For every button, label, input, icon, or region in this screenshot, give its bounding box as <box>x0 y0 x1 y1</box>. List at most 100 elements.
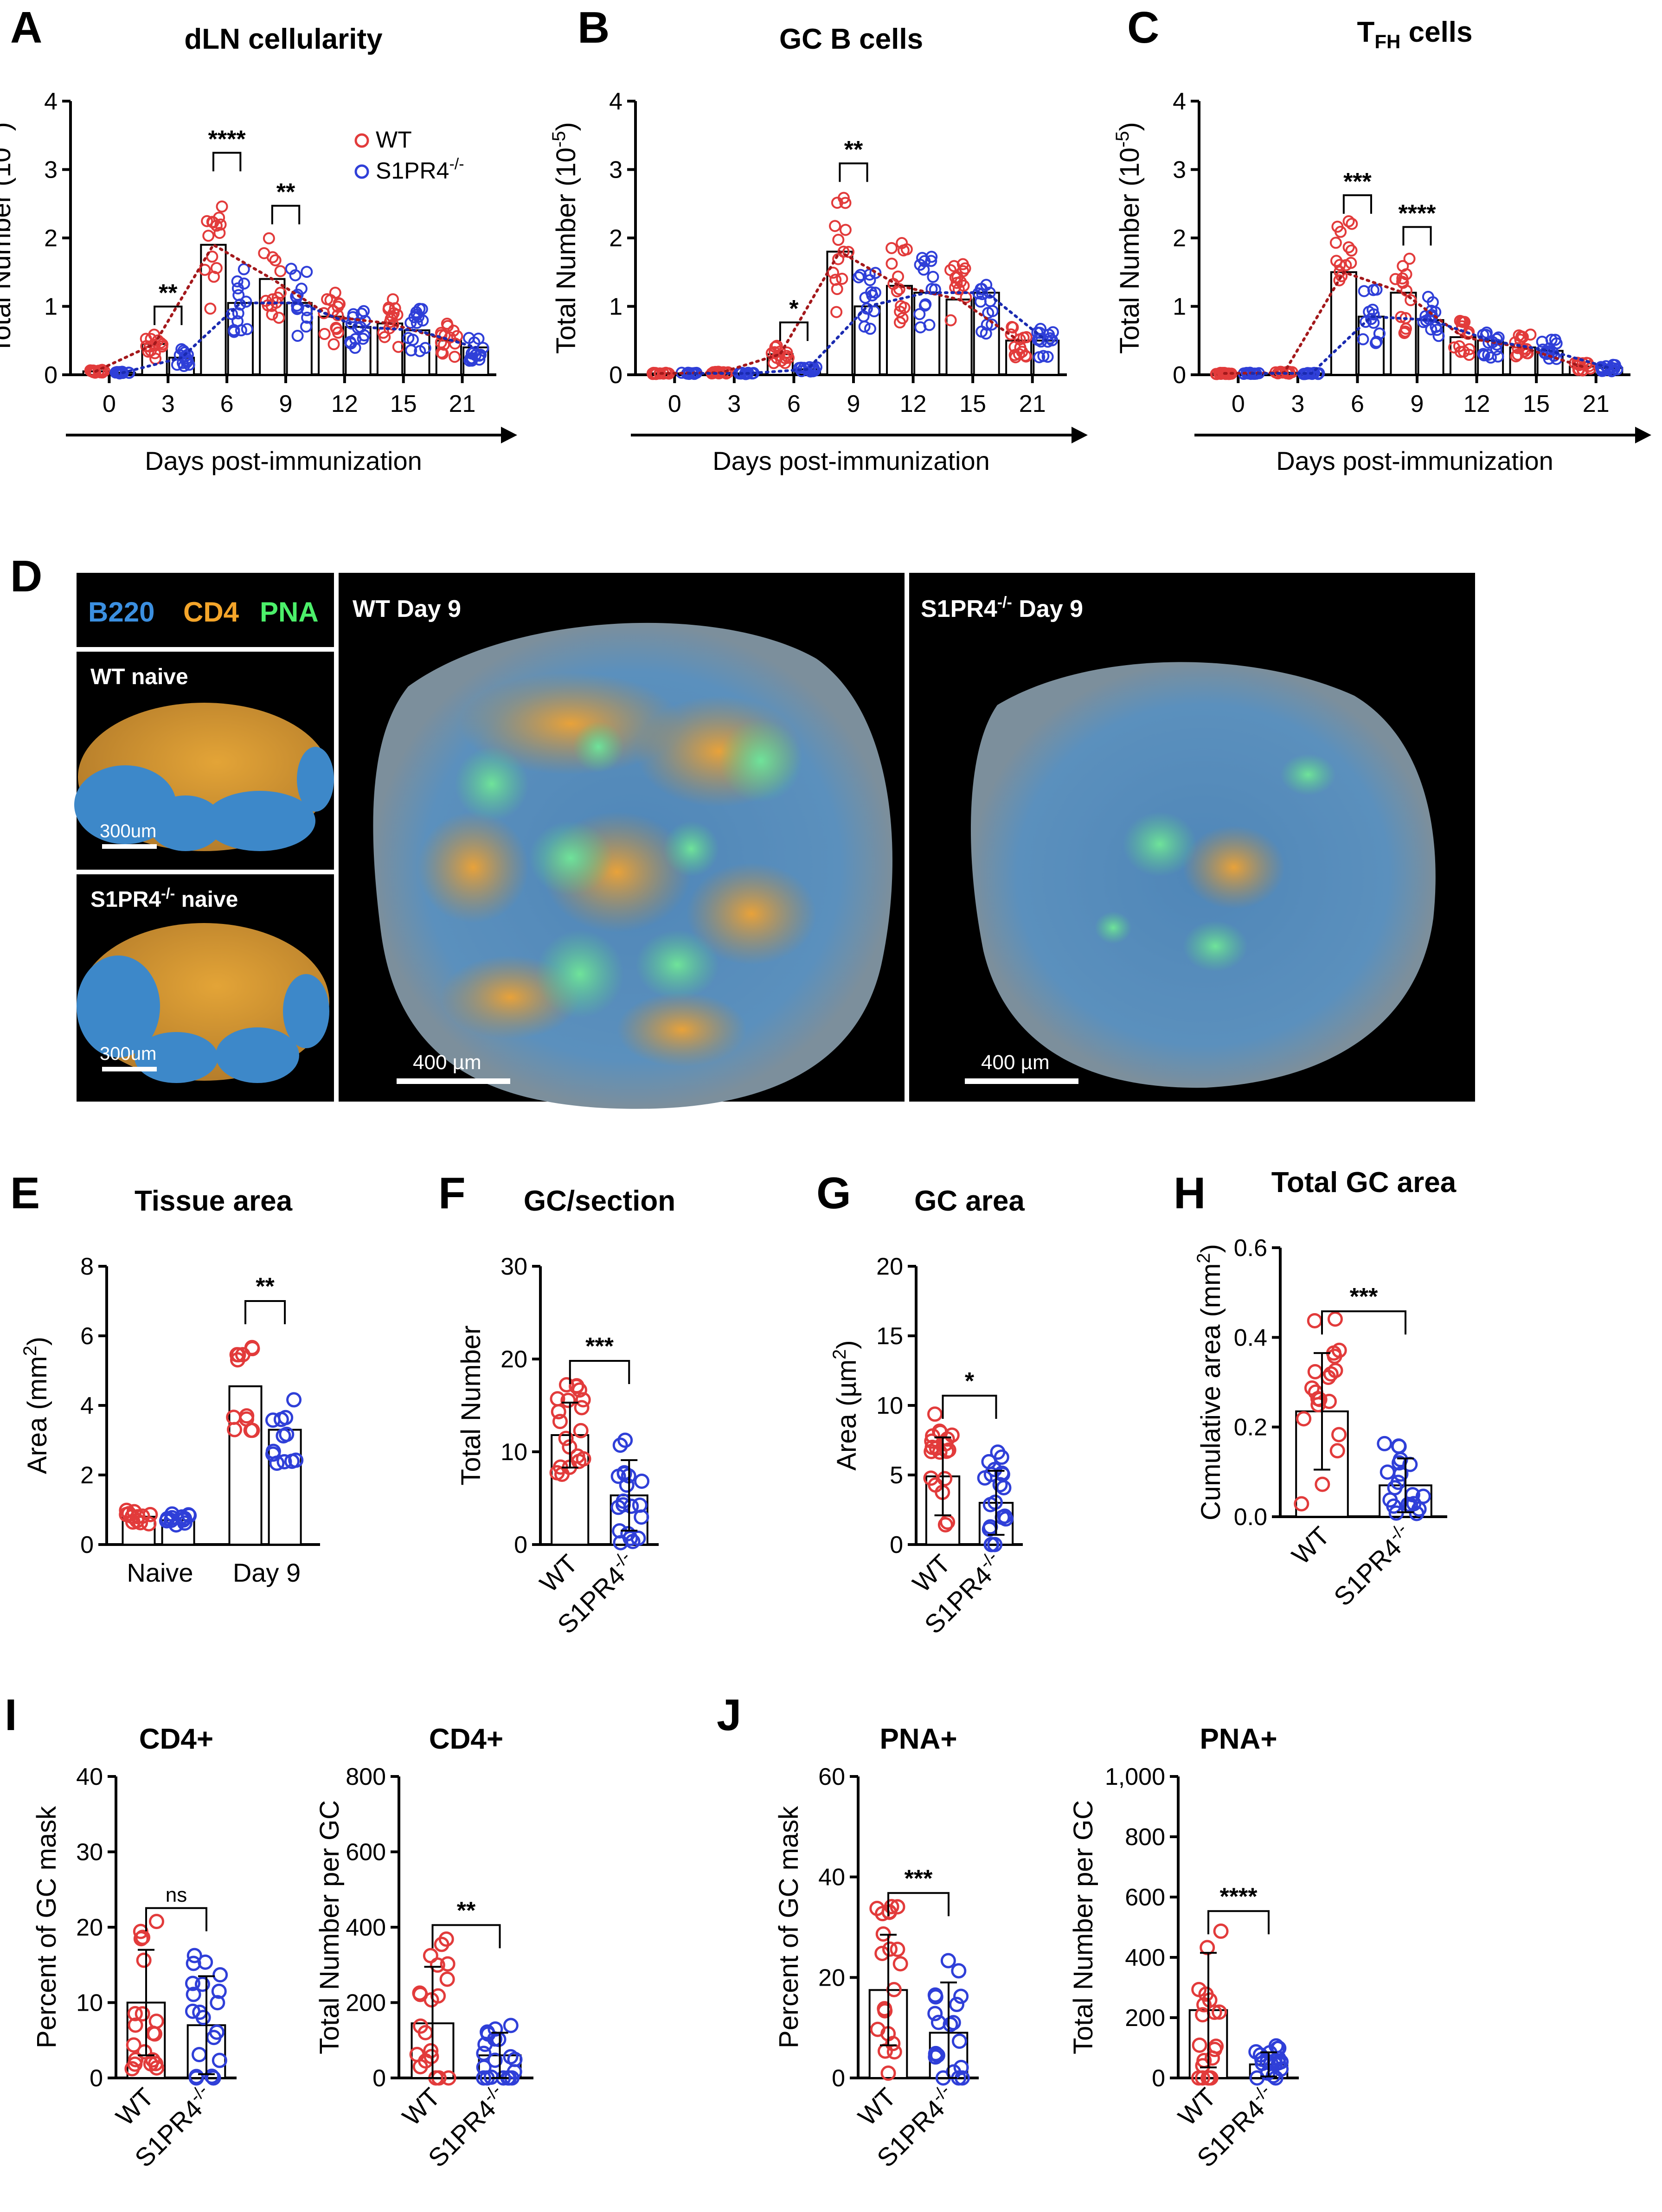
data-point-wt <box>842 246 855 258</box>
data-point-wt <box>387 307 400 320</box>
data-point-ko <box>1477 328 1489 341</box>
data-point-ko <box>1549 333 1561 346</box>
data-point-wt <box>829 274 842 286</box>
x-axis-label: Days post-immunization <box>145 446 422 475</box>
panel-divider <box>77 647 334 652</box>
data-point-ko <box>180 356 193 368</box>
x-tick-label: WT <box>852 2082 901 2131</box>
data-point-wt <box>258 247 270 259</box>
data-point-wt <box>435 346 448 359</box>
data-point-ko <box>858 321 871 333</box>
data-point-wt <box>1346 218 1358 230</box>
y-tick-label: 200 <box>346 1990 386 2017</box>
y-tick-label: 1 <box>44 294 58 321</box>
significance-label: ** <box>844 136 863 163</box>
data-point-wt <box>137 2044 153 2060</box>
data-point-ko <box>503 2018 519 2033</box>
legend-wt-label: WT <box>376 127 412 153</box>
panel-letter-d: D <box>10 551 42 601</box>
chart-e-tissue-area: Tissue area 0 2 4 6 8 Area (mm2) Naive Day 9 ** <box>20 1185 320 1587</box>
data-point-wt <box>1208 2039 1224 2054</box>
data-point-wt <box>204 302 217 315</box>
data-point-wt <box>142 1507 158 1522</box>
data-point-ko <box>402 332 415 344</box>
data-point-ko <box>619 1477 635 1493</box>
legend-wt-marker <box>354 133 369 148</box>
significance-bracket <box>1207 1910 1270 1935</box>
data-point-wt <box>129 1513 145 1528</box>
data-point-wt <box>318 307 330 320</box>
panel-divider <box>905 573 909 1102</box>
data-point-ko <box>864 322 876 335</box>
data-point-wt <box>424 2049 439 2065</box>
x-tick-label: 6 <box>1351 391 1364 417</box>
data-point-ko <box>1041 351 1054 363</box>
significance-label: ** <box>457 1897 476 1924</box>
panel-letter-e: E <box>10 1168 40 1218</box>
data-point-wt <box>1217 367 1229 379</box>
data-point-wt <box>877 2003 893 2019</box>
data-point-ko <box>987 1537 1003 1552</box>
chart-title: CD4+ <box>429 1723 503 1755</box>
chart-title: GC/section <box>524 1185 675 1217</box>
data-point-wt <box>1458 316 1471 328</box>
data-point-ko <box>925 255 937 267</box>
y-tick-label: 400 <box>346 1914 386 1941</box>
data-point-wt <box>937 1517 953 1532</box>
significance-label: **** <box>208 126 246 153</box>
data-point-ko <box>205 2070 221 2086</box>
y-axis-label: Percent of GC mask <box>774 1806 804 2048</box>
data-point-wt <box>957 265 969 277</box>
data-point-ko <box>1543 353 1555 365</box>
x-tick-label: 12 <box>1463 391 1490 417</box>
bar <box>913 292 941 376</box>
x-tick-label: WT <box>1286 1521 1335 1570</box>
data-point-ko <box>1426 296 1439 308</box>
data-point-ko <box>1268 2070 1283 2086</box>
data-point-wt <box>423 2043 439 2058</box>
data-point-wt <box>1294 1496 1309 1512</box>
data-point-ko <box>476 2070 492 2086</box>
data-point-wt <box>1463 343 1476 355</box>
data-point-ko <box>241 323 253 335</box>
data-point-wt <box>387 293 399 306</box>
data-point-wt <box>430 1957 445 1973</box>
data-point-ko <box>980 279 993 291</box>
data-point-ko <box>198 1954 213 1970</box>
significance-bracket <box>779 321 809 341</box>
data-point-wt <box>1516 331 1529 343</box>
y-tick-label: 4 <box>80 1392 94 1419</box>
data-point-ko <box>927 1987 943 2003</box>
data-point-wt <box>1403 252 1416 265</box>
data-point-wt <box>206 216 218 228</box>
data-point-ko <box>235 324 247 337</box>
x-tick-label: 9 <box>847 391 860 417</box>
y-axis-label: Area (µm2) <box>829 1340 862 1470</box>
data-point-wt <box>243 1423 259 1438</box>
data-point-wt <box>552 1414 568 1430</box>
panel-letter-f: F <box>438 1168 466 1218</box>
x-axis-label: Days post-immunization <box>1276 446 1553 475</box>
data-point-wt <box>839 197 852 209</box>
data-point-wt <box>775 354 788 367</box>
data-point-wt <box>839 224 852 236</box>
data-point-wt <box>119 1502 135 1518</box>
x-tick-label: 6 <box>787 391 801 417</box>
panel-letter-g: G <box>816 1168 851 1218</box>
data-point-ko <box>951 2033 967 2049</box>
y-tick-label: 3 <box>44 157 58 184</box>
data-point-wt <box>263 232 275 244</box>
y-tick-label: 20 <box>76 1914 103 1941</box>
data-point-ko <box>854 269 867 281</box>
y-tick-label: 3 <box>1173 157 1186 184</box>
data-point-ko <box>291 303 303 315</box>
y-tick-label: 0 <box>372 2065 386 2092</box>
data-point-wt <box>900 243 913 256</box>
data-point-ko <box>853 271 865 283</box>
y-tick-label: 4 <box>44 88 58 115</box>
data-point-ko <box>1358 285 1370 297</box>
data-point-wt <box>654 367 666 380</box>
